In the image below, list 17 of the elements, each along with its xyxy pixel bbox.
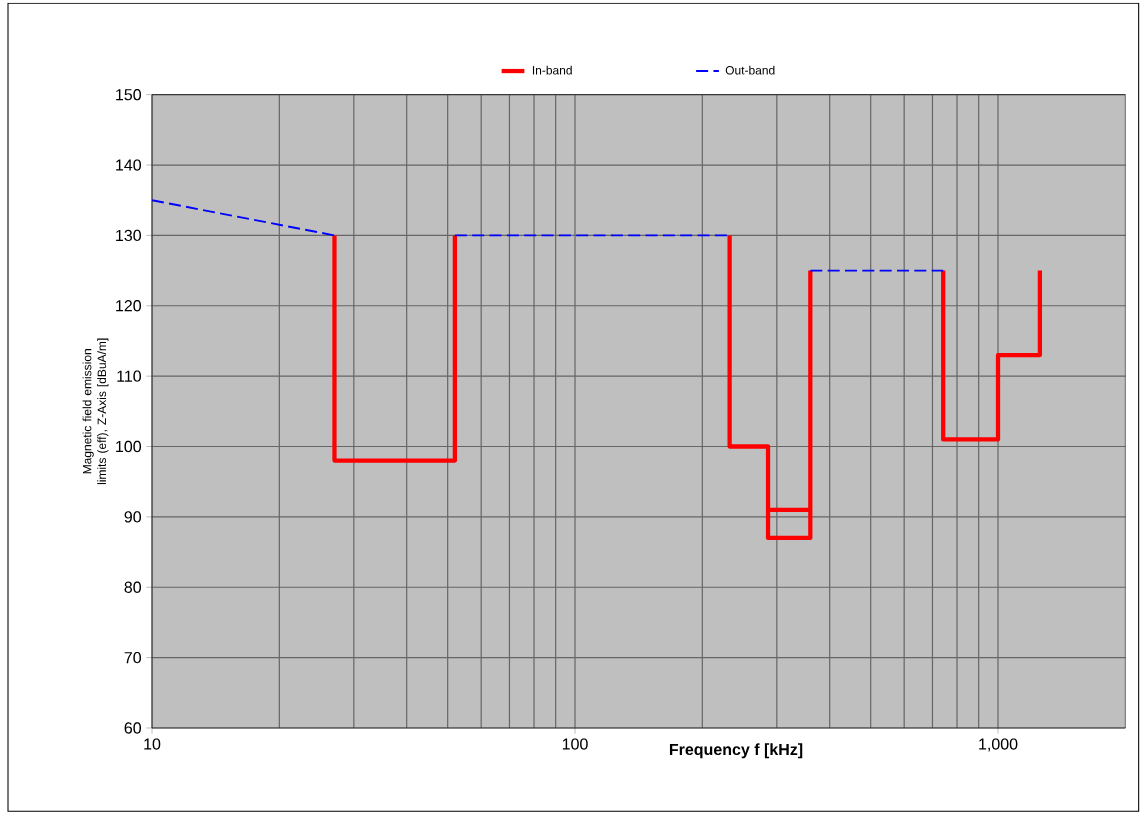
y-tick-label: 70	[124, 651, 142, 664]
x-tick-label: 1,000	[979, 738, 1018, 752]
y-tick-label: 80	[124, 581, 142, 593]
legend-label: Out-band	[725, 65, 775, 75]
y-tick-label: 150	[116, 89, 142, 101]
y-tick-label: 120	[116, 300, 142, 312]
y-tick-label: 90	[124, 511, 142, 523]
y-tick-label: 140	[116, 159, 142, 171]
legend-label: In-band	[532, 65, 572, 75]
y-axis-title: Magnetic field emission limits (eff), Z-Axis [dBuA/m]	[82, 338, 109, 485]
y-tick-label: 110	[117, 370, 142, 382]
y-tick-label: 130	[116, 229, 142, 242]
x-tick-label: 100	[562, 738, 588, 750]
y-tick-label: 60	[124, 722, 142, 734]
y-tick-label: 100	[116, 440, 142, 453]
x-tick-label: 10	[144, 738, 161, 750]
x-axis-title: Frequency f [kHz]	[669, 743, 803, 759]
